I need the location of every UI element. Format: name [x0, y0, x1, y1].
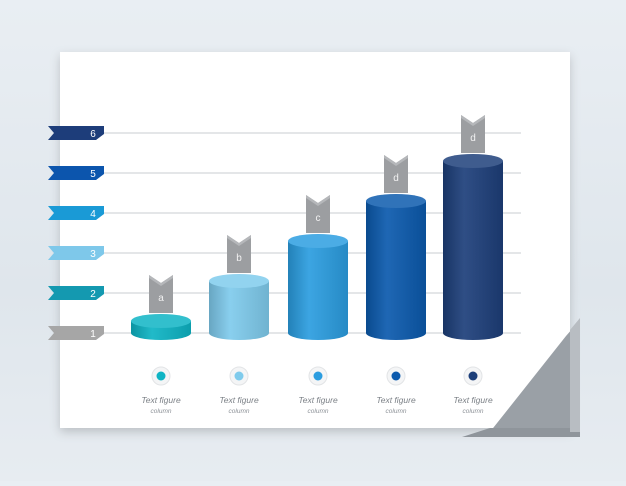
category-label: b	[236, 253, 242, 264]
column-subtitle: column	[386, 408, 407, 415]
ribbon-fold	[306, 195, 330, 206]
y-tick-tab	[48, 126, 104, 140]
y-tick-tab	[48, 326, 104, 340]
ribbon-fold	[461, 115, 485, 126]
category-ribbon	[384, 155, 408, 193]
bar-body	[209, 281, 269, 340]
column-title: Text figure	[376, 395, 416, 405]
column-title: Text figure	[298, 395, 338, 405]
y-tick-label: 2	[90, 289, 96, 300]
y-tick-label: 4	[90, 209, 96, 220]
category-label: d	[393, 173, 399, 184]
y-tick-tab	[48, 246, 104, 260]
category-ribbon	[227, 235, 251, 273]
column-subtitle: column	[151, 408, 172, 415]
y-axis-tabs: 1 2 3 4 5 6	[48, 126, 104, 340]
column-marker-dot	[156, 371, 166, 381]
column-subtitle: column	[229, 408, 250, 415]
column-marker-dot	[468, 371, 478, 381]
category-ribbon	[149, 275, 173, 313]
bar: d	[366, 155, 426, 340]
y-tick-label: 3	[90, 249, 96, 260]
y-tick-tab	[48, 206, 104, 220]
bar: d	[443, 115, 503, 340]
ribbon-fold	[384, 155, 408, 166]
ribbon-fold	[227, 235, 251, 246]
category-label: c	[316, 213, 321, 224]
category-label: d	[470, 133, 476, 144]
category-ribbon	[461, 115, 485, 153]
bar-top	[209, 274, 269, 288]
y-tick-label: 5	[90, 169, 96, 180]
bar-top	[288, 234, 348, 248]
column-marker-dot	[234, 371, 244, 381]
column-subtitle: column	[463, 408, 484, 415]
column-title: Text figure	[453, 395, 493, 405]
ribbon-fold	[149, 275, 173, 286]
column-title: Text figure	[219, 395, 259, 405]
bar: b	[209, 235, 269, 340]
y-tick-label: 6	[90, 129, 96, 140]
column-marker-dot	[391, 371, 401, 381]
bar-top	[366, 194, 426, 208]
bar-series: a b c d d	[131, 115, 503, 340]
category-ribbon	[306, 195, 330, 233]
bar-body	[288, 241, 348, 340]
bar-body	[443, 161, 503, 340]
y-tick-label: 1	[90, 329, 96, 340]
bar-body	[366, 201, 426, 340]
category-label: a	[158, 293, 164, 304]
page-curl	[462, 318, 580, 437]
column-title: Text figure	[141, 395, 181, 405]
y-tick-tab	[48, 166, 104, 180]
bar: c	[288, 195, 348, 340]
column-marker-dot	[313, 371, 323, 381]
bar-top	[443, 154, 503, 168]
column-subtitle: column	[308, 408, 329, 415]
bar-top	[131, 314, 191, 328]
column-labels: Text figure column Text figure column Text f…	[141, 366, 493, 415]
bar: a	[131, 275, 191, 340]
y-tick-tab	[48, 286, 104, 300]
